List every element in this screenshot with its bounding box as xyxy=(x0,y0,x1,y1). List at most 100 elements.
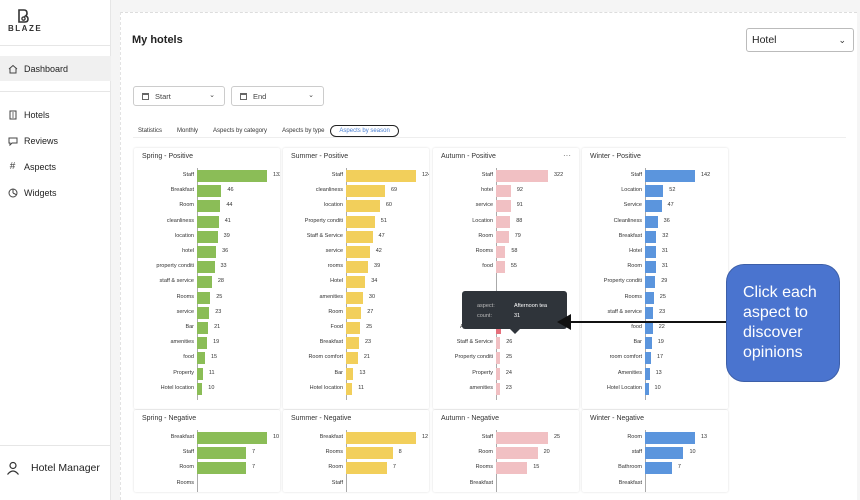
chart-bar-row[interactable]: Room 31 xyxy=(582,261,728,274)
chart-bar[interactable] xyxy=(496,215,511,228)
chart-bar-row[interactable]: Hotel 34 xyxy=(283,276,429,289)
chart-bar-row[interactable]: Food 25 xyxy=(283,322,429,334)
sidebar-item-dashboard[interactable]: Dashboard xyxy=(0,56,111,81)
chart-bar[interactable] xyxy=(496,462,528,475)
chart-bar-row[interactable]: service 42 xyxy=(283,246,429,258)
chart-bar-row[interactable]: Breakfast 23 xyxy=(283,337,429,350)
chart-bar-row[interactable]: Breakfast 12 xyxy=(283,432,429,444)
chart-bar-row[interactable]: Room comfort 21 xyxy=(283,352,429,365)
chart-bar[interactable] xyxy=(645,462,672,475)
chart-bar[interactable] xyxy=(645,352,651,365)
chart-bar-row[interactable]: cleanliness 41 xyxy=(134,215,280,228)
chart-bar[interactable] xyxy=(346,276,366,289)
chart-bar-row[interactable]: Rooms 15 xyxy=(433,462,579,475)
chart-bar-row[interactable]: service 91 xyxy=(433,200,579,213)
chart-bar-row[interactable]: Breakfast 10 xyxy=(134,432,280,444)
chart-bar[interactable] xyxy=(645,306,654,319)
chart-bar[interactable] xyxy=(346,382,353,395)
chart-bar-row[interactable]: Hotel 31 xyxy=(582,246,728,258)
chart-bar-row[interactable]: Staff 322 xyxy=(433,170,579,182)
chart-bar-row[interactable]: food 22 xyxy=(582,322,728,334)
more-options-icon[interactable]: ··· xyxy=(563,151,571,160)
chart-bar[interactable] xyxy=(645,322,653,334)
chart-bar-row[interactable]: Hotel Location 10 xyxy=(582,382,728,395)
chart-bar-row[interactable]: Bathroom 7 xyxy=(582,462,728,475)
chart-bar[interactable] xyxy=(346,447,393,460)
chart-bar-row[interactable]: Staff 124 xyxy=(283,170,429,182)
chart-bar-row[interactable]: Room 7 xyxy=(134,462,280,475)
chart-bar-row[interactable]: Rooms 8 xyxy=(283,447,429,460)
chart-bar-row[interactable]: Rooms 25 xyxy=(134,291,280,304)
chart-bar[interactable] xyxy=(645,215,658,228)
chart-bar[interactable] xyxy=(496,432,548,444)
chart-bar[interactable] xyxy=(197,276,212,289)
chart-bar[interactable] xyxy=(496,261,505,274)
chart-bar[interactable] xyxy=(496,367,500,380)
chart-bar-row[interactable]: Service 47 xyxy=(582,200,728,213)
tab-monthly[interactable]: Monthly xyxy=(177,128,199,134)
chart-bar-row[interactable]: amenities 19 xyxy=(134,337,280,350)
chart-bar[interactable] xyxy=(645,291,654,304)
chart-bar[interactable] xyxy=(496,337,501,350)
chart-bar[interactable] xyxy=(197,170,267,182)
chart-bar-row[interactable]: Location 52 xyxy=(582,185,728,198)
chart-bar-row[interactable]: Property 24 xyxy=(433,367,579,380)
chart-bar[interactable] xyxy=(496,447,538,460)
chart-bar-row[interactable]: cleanliness 69 xyxy=(283,185,429,198)
chart-bar-row[interactable]: Property conditi 51 xyxy=(283,215,429,228)
chart-bar[interactable] xyxy=(197,367,203,380)
chart-bar[interactable] xyxy=(197,432,267,444)
chart-bar[interactable] xyxy=(346,200,380,213)
user-menu[interactable]: Hotel Manager xyxy=(0,445,111,490)
start-date-picker[interactable]: Start ⌄ xyxy=(133,86,225,106)
tab-aspects-by-season[interactable]: Aspects by season xyxy=(330,125,399,137)
chart-bar-row[interactable]: Room 20 xyxy=(433,447,579,460)
chart-bar[interactable] xyxy=(346,367,354,380)
chart-bar[interactable] xyxy=(496,230,509,243)
chart-bar-row[interactable]: Staff xyxy=(283,478,429,490)
chart-bar-row[interactable]: Hotel location 11 xyxy=(283,382,429,395)
chart-bar[interactable] xyxy=(197,200,221,213)
chart-bar[interactable] xyxy=(645,337,652,350)
chart-bar[interactable] xyxy=(197,185,222,198)
chart-bar-row[interactable]: food 15 xyxy=(134,352,280,365)
chart-bar-row[interactable]: Bar 19 xyxy=(582,337,728,350)
brand-logo[interactable]: BLAZE xyxy=(8,9,41,33)
chart-bar[interactable] xyxy=(346,230,373,243)
chart-bar[interactable] xyxy=(645,382,649,395)
sidebar-item-hotels[interactable]: Hotels xyxy=(0,102,111,127)
chart-bar[interactable] xyxy=(496,246,506,258)
tab-aspects-by-category[interactable]: Aspects by category xyxy=(213,128,268,134)
chart-bar[interactable] xyxy=(346,215,375,228)
chart-bar[interactable] xyxy=(197,447,246,460)
chart-bar[interactable] xyxy=(197,337,208,350)
chart-bar[interactable] xyxy=(496,185,511,198)
end-date-picker[interactable]: End ⌄ xyxy=(231,86,324,106)
chart-bar-row[interactable]: Staff 142 xyxy=(582,170,728,182)
chart-bar-row[interactable]: staff & service 23 xyxy=(582,306,728,319)
chart-bar[interactable] xyxy=(197,230,218,243)
chart-bar-row[interactable]: room comfort 17 xyxy=(582,352,728,365)
chart-bar[interactable] xyxy=(645,170,695,182)
chart-bar[interactable] xyxy=(197,261,215,274)
chart-bar[interactable] xyxy=(346,337,359,350)
chart-bar-row[interactable]: Breakfast 46 xyxy=(134,185,280,198)
chart-bar-row[interactable]: Rooms xyxy=(134,478,280,490)
chart-bar[interactable] xyxy=(197,382,203,395)
chart-bar[interactable] xyxy=(197,322,209,334)
chart-bar-row[interactable]: Room 13 xyxy=(582,432,728,444)
chart-bar[interactable] xyxy=(346,432,416,444)
chart-bar[interactable] xyxy=(346,322,361,334)
chart-bar[interactable] xyxy=(645,447,684,460)
chart-bar-row[interactable]: Breakfast 32 xyxy=(582,230,728,243)
chart-bar[interactable] xyxy=(645,432,695,444)
chart-bar-row[interactable]: Room 44 xyxy=(134,200,280,213)
chart-bar[interactable] xyxy=(346,352,358,365)
chart-bar-row[interactable]: Rooms 58 xyxy=(433,246,579,258)
chart-bar-row[interactable]: staff 10 xyxy=(582,447,728,460)
chart-bar-row[interactable]: amenities 23 xyxy=(433,382,579,395)
chart-bar-row[interactable]: Hotel location 10 xyxy=(134,382,280,395)
chart-bar-row[interactable]: Staff 7 xyxy=(134,447,280,460)
chart-bar[interactable] xyxy=(197,462,246,475)
chart-bar[interactable] xyxy=(346,462,387,475)
